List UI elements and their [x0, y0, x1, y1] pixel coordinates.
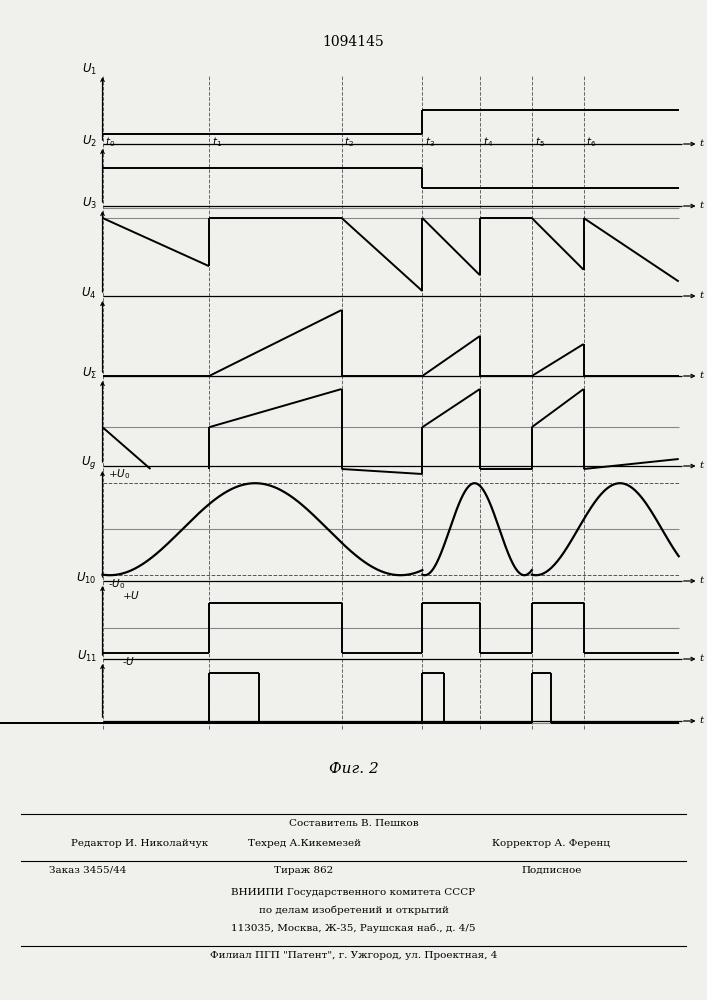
- Text: $U_3$: $U_3$: [82, 196, 97, 211]
- Text: $U_g$: $U_g$: [81, 454, 97, 471]
- Text: 113035, Москва, Ж-35, Раушская наб., д. 4/5: 113035, Москва, Ж-35, Раушская наб., д. …: [231, 924, 476, 933]
- Text: $t_6$: $t_6$: [587, 135, 597, 149]
- Text: $U_2$: $U_2$: [82, 134, 97, 149]
- Text: $t_1$: $t_1$: [212, 135, 222, 149]
- Text: -$U_0$: -$U_0$: [108, 577, 125, 591]
- Text: $t_3$: $t_3$: [425, 135, 436, 149]
- Text: t: t: [700, 139, 704, 148]
- Text: $t_5$: $t_5$: [534, 135, 544, 149]
- Text: Филиал ПГП "Патент", г. Ужгород, ул. Проектная, 4: Филиал ПГП "Патент", г. Ужгород, ул. Про…: [210, 951, 497, 960]
- Text: t: t: [700, 461, 704, 470]
- Text: $U_1$: $U_1$: [82, 62, 97, 77]
- Text: $t_2$: $t_2$: [344, 135, 354, 149]
- Text: $U_{10}$: $U_{10}$: [76, 571, 97, 586]
- Text: t: t: [700, 202, 704, 211]
- Text: t: t: [700, 576, 704, 585]
- Text: по делам изобретений и открытий: по делам изобретений и открытий: [259, 906, 448, 915]
- Text: Составитель В. Пешков: Составитель В. Пешков: [288, 819, 419, 828]
- Text: Заказ 3455/44: Заказ 3455/44: [49, 866, 127, 875]
- Text: t: t: [700, 716, 704, 725]
- Text: -$U$: -$U$: [122, 655, 135, 667]
- Text: 1094145: 1094145: [322, 35, 385, 49]
- Text: t: t: [700, 371, 704, 380]
- Text: Тираж 862: Тираж 862: [274, 866, 334, 875]
- Text: $t_4$: $t_4$: [483, 135, 493, 149]
- Text: $U_{11}$: $U_{11}$: [76, 649, 97, 664]
- Text: t: t: [700, 654, 704, 663]
- Text: +$U$: +$U$: [122, 589, 141, 601]
- Text: Техред А.Кикемезей: Техред А.Кикемезей: [247, 839, 361, 848]
- Text: $t_0$: $t_0$: [105, 135, 115, 149]
- Text: +$U_0$: +$U_0$: [108, 467, 131, 481]
- Text: t: t: [700, 291, 704, 300]
- Text: Подписное: Подписное: [521, 866, 582, 875]
- Text: ВНИИПИ Государственного комитета СССР: ВНИИПИ Государственного комитета СССР: [231, 888, 476, 897]
- Text: Корректор А. Ференц: Корректор А. Ференц: [493, 839, 610, 848]
- Text: Фиг. 2: Фиг. 2: [329, 762, 378, 776]
- Text: Редактор И. Николайчук: Редактор И. Николайчук: [71, 839, 208, 848]
- Text: $U_4$: $U_4$: [81, 286, 97, 301]
- Text: $U_\Sigma$: $U_\Sigma$: [81, 366, 97, 381]
